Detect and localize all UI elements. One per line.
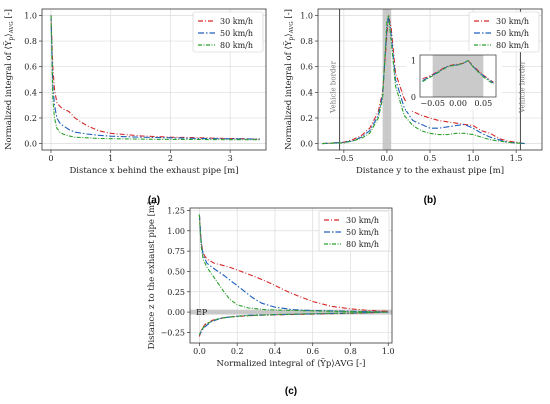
chart-panel: 0.0 0.2 0.4 0.6 0.8 1.0 −0.25 0.00 0.25 0.50 0.75 1… (160, 206, 394, 397)
chart-panel: Vehicle border Vehicle border −0.5 0.0 0.5 1.… (300, 8, 543, 206)
legend-box (318, 210, 390, 252)
x-axis-label: Distance y to the exhaust pipe [m] (356, 166, 504, 176)
legend-box (192, 11, 264, 53)
x-tick-label: −0.5 (334, 154, 353, 163)
inset-band (432, 55, 484, 97)
y-tick-label: −0.25 (160, 328, 185, 337)
x-tick-label: 0.4 (269, 347, 282, 356)
legend-box (468, 11, 540, 53)
inset-y-tick-label: 1 (411, 56, 416, 65)
x-tick-label: 1 (108, 154, 113, 163)
y-axis-label: Normalized integral of ⟨Ỹp⟩AVG [-] (2, 9, 15, 150)
y-tick-label: 0.6 (24, 63, 37, 72)
plot-frame (41, 8, 267, 151)
inset-frame (419, 54, 497, 98)
x-tick-label: 1.0 (467, 154, 480, 163)
x-tick-label: 3 (228, 154, 233, 163)
x-tick-label: 1.0 (382, 347, 395, 356)
panel-caption: (b) (424, 195, 437, 206)
series-line (198, 214, 389, 336)
inset-x-tick-label: 0.00 (449, 99, 467, 108)
series-line (322, 15, 525, 145)
legend-label: 80 km/h (220, 41, 253, 50)
x-tick-label: 0.8 (344, 347, 357, 356)
legend-label: 30 km/h (496, 17, 529, 26)
y-axis-label: Normalized integral of ⟨Ỹp⟩AVG [-] (282, 9, 295, 150)
x-tick-label: 0.2 (231, 347, 244, 356)
y-tick-label: 0.75 (167, 247, 185, 256)
x-tick-label: 0.0 (193, 347, 206, 356)
x-axis-label: Distance x behind the exhaust pipe [m] (69, 166, 238, 176)
legend-label: 30 km/h (346, 216, 379, 225)
chart-panel: 0 1 2 3 0.0 0.2 0.4 0.6 0.8 1.0 Distance x behind … (24, 8, 267, 206)
inset-series-line (422, 59, 494, 85)
y-tick-label: 1.00 (167, 227, 185, 236)
inset-y-tick-label: 0 (411, 93, 416, 102)
y-tick-label: 0.00 (167, 308, 185, 317)
plot-frame (189, 207, 393, 344)
y-tick-label: 1.0 (300, 11, 313, 20)
inset-x-tick-label: −0.05 (420, 99, 445, 108)
series-line (322, 15, 525, 145)
ep-label: EP (196, 308, 208, 317)
series-line (50, 15, 261, 140)
series-line (322, 15, 525, 145)
y-tick-label: 0.50 (167, 267, 185, 276)
y-tick-label: 0.8 (300, 37, 313, 46)
panel-caption: (a) (148, 195, 160, 206)
x-tick-label: 0.6 (306, 347, 319, 356)
y-tick-label: 0.6 (300, 63, 313, 72)
y-axis-label: Distance z to the exhaust pipe [m] (147, 202, 157, 350)
y-tick-label: 0.2 (24, 114, 37, 123)
inset-series-line (422, 59, 494, 84)
y-tick-label: 0.2 (300, 114, 313, 123)
exhaust-pipe-band (382, 9, 392, 150)
legend-label: 50 km/h (220, 29, 253, 38)
y-tick-label: 1.0 (24, 11, 37, 20)
legend-label: 50 km/h (496, 29, 529, 38)
legend-label: 80 km/h (346, 240, 379, 249)
series-line (50, 15, 260, 141)
x-tick-label: 2 (168, 154, 173, 163)
exhaust-pipe-band (190, 309, 392, 315)
series-line (198, 214, 389, 336)
y-tick-label: 0.0 (24, 140, 37, 149)
y-tick-label: 0.4 (24, 88, 37, 97)
y-tick-label: 0.4 (300, 88, 313, 97)
legend-label: 50 km/h (346, 228, 379, 237)
vehicle-border-label: Vehicle border (518, 60, 526, 113)
x-tick-label: 0.5 (424, 154, 437, 163)
legend-label: 80 km/h (496, 41, 529, 50)
x-tick-label: 0.0 (381, 154, 394, 163)
inset-panel: −0.05 0.00 0.05 0 1 (406, 51, 502, 111)
inset-x-tick-label: 0.05 (474, 99, 492, 108)
legend-label: 30 km/h (220, 17, 253, 26)
y-tick-label: 0.0 (300, 140, 313, 149)
inset-series-line (422, 59, 494, 83)
y-tick-label: 0.8 (24, 37, 37, 46)
x-tick-label: 1.5 (510, 154, 523, 163)
vehicle-border-label: Vehicle border (330, 60, 338, 113)
y-tick-label: 0.25 (167, 288, 185, 297)
x-axis-label: Normalized integral of ⟨Ỹp⟩AVG [-] (217, 357, 366, 369)
y-tick-label: 1.25 (167, 206, 185, 215)
series-line (50, 15, 261, 140)
x-tick-label: 0 (48, 154, 53, 163)
panel-caption: (c) (285, 386, 297, 397)
